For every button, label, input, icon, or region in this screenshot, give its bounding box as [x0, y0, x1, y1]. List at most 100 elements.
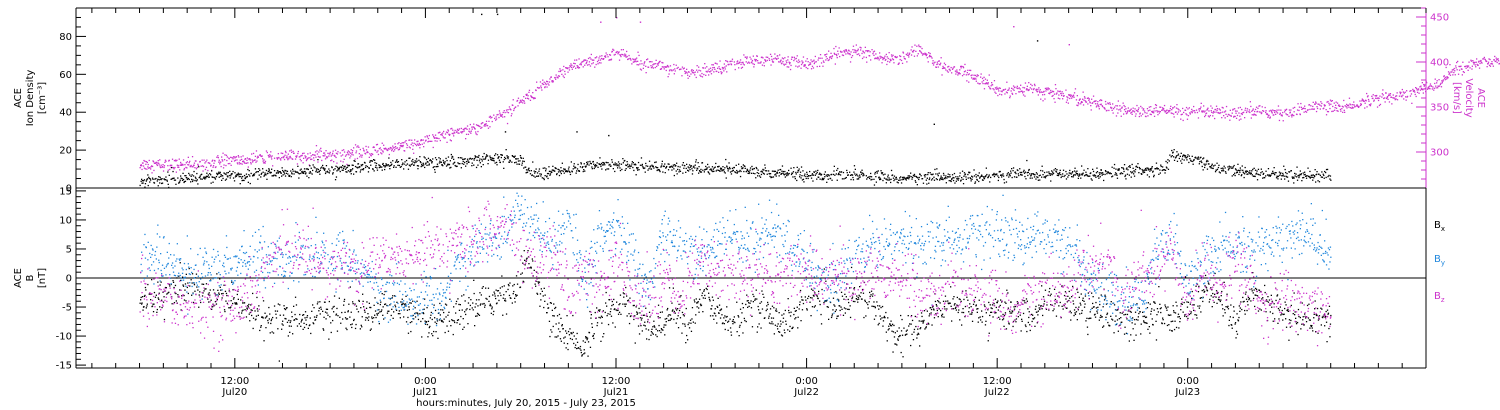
velocity-point: [1244, 107, 1247, 109]
ion-density-point: [508, 161, 511, 163]
velocity-point: [141, 168, 143, 171]
velocity-point: [365, 149, 368, 151]
bx-point: [191, 273, 194, 275]
ion-density-point: [307, 168, 309, 171]
velocity-point: [265, 150, 268, 152]
velocity-point: [523, 96, 525, 98]
velocity-point: [1416, 89, 1418, 91]
velocity-point: [1351, 107, 1353, 109]
velocity-point: [229, 162, 231, 165]
velocity-point: [231, 160, 233, 162]
ion-density-point: [535, 171, 537, 173]
ion-density-point: [237, 174, 239, 176]
velocity-point: [1478, 60, 1480, 62]
velocity-point: [796, 60, 798, 62]
velocity-outlier-point: [639, 21, 642, 23]
ion-density-point: [1234, 174, 1236, 177]
velocity-point: [1326, 110, 1329, 113]
velocity-point: [444, 137, 446, 139]
ion-density-point: [812, 180, 814, 182]
ion-density-point: [1293, 182, 1295, 184]
velocity-point: [145, 163, 147, 165]
ion-density-point: [669, 166, 672, 168]
velocity-point: [961, 65, 963, 67]
ion-density-point: [1130, 176, 1132, 178]
ion-density-point: [950, 180, 952, 182]
velocity-point: [448, 133, 450, 135]
velocity-point: [783, 64, 785, 66]
ion-density-point: [439, 160, 441, 162]
velocity-point: [947, 71, 949, 73]
velocity-point: [1068, 94, 1070, 97]
ion-density-point: [951, 174, 954, 176]
velocity-point: [197, 163, 199, 165]
ion-density-point: [577, 163, 579, 166]
velocity-point: [1270, 110, 1272, 112]
velocity-point: [1184, 109, 1187, 111]
ion-density-point: [384, 168, 386, 171]
ion-density-point: [146, 178, 148, 180]
velocity-point: [1207, 107, 1209, 109]
velocity-point: [841, 51, 843, 53]
velocity-point: [1097, 101, 1099, 103]
velocity-point: [946, 70, 948, 72]
velocity-point: [1075, 99, 1078, 101]
ion-density-point: [338, 169, 340, 171]
ion-density-point: [1281, 175, 1283, 177]
ion-density-point: [582, 170, 584, 173]
velocity-point: [872, 53, 874, 55]
velocity-point: [433, 135, 435, 138]
velocity-point: [810, 59, 812, 61]
ion-density-point: [263, 175, 265, 177]
ion-density-point: [204, 178, 206, 180]
velocity-point: [940, 62, 942, 64]
ion-density-point: [522, 157, 524, 159]
ion-density-point: [523, 167, 525, 169]
velocity-point: [1077, 102, 1079, 104]
ion-density-point: [1159, 172, 1161, 174]
velocity-point: [1017, 87, 1019, 90]
velocity-point: [1052, 90, 1054, 92]
ion-density-point: [906, 177, 908, 179]
ion-density-point: [647, 169, 649, 171]
ion-density-point: [542, 167, 544, 169]
ion-density-point: [422, 165, 424, 167]
ion-density-point: [252, 173, 255, 176]
velocity-point: [419, 147, 421, 149]
velocity-point: [757, 60, 759, 62]
velocity-point: [489, 115, 491, 117]
ion-density-point: [697, 168, 699, 170]
velocity-point: [290, 157, 292, 159]
velocity-point: [1353, 101, 1355, 103]
ion-density-point: [587, 161, 589, 163]
velocity-point: [567, 71, 569, 73]
ion-density-point: [442, 159, 444, 162]
ion-density-point: [145, 180, 147, 182]
ion-density-point: [1186, 159, 1188, 161]
ion-density-point: [967, 177, 969, 179]
ion-density-point: [784, 170, 786, 173]
velocity-point: [344, 155, 347, 157]
ion-density-point: [335, 165, 337, 167]
bx-point: [166, 293, 168, 295]
velocity-point: [937, 66, 939, 68]
velocity-point: [967, 74, 969, 76]
velocity-point: [1335, 101, 1337, 103]
velocity-point: [1396, 92, 1398, 94]
bx-point: [211, 308, 213, 310]
velocity-point: [1327, 111, 1330, 113]
ion-density-point: [784, 176, 786, 178]
ion-density-point: [493, 157, 495, 160]
velocity-point: [251, 159, 253, 161]
ion-density-point: [1211, 164, 1213, 167]
ion-density-point: [576, 168, 579, 170]
velocity-point: [451, 132, 453, 135]
ion-density-point: [224, 173, 226, 175]
ion-density-point: [1125, 178, 1127, 180]
ion-density-point: [1025, 178, 1027, 180]
velocity-point: [1369, 104, 1371, 106]
velocity-point: [753, 66, 755, 68]
ion-density-point: [353, 160, 355, 162]
ion-density-point: [563, 168, 565, 170]
ion-density-point: [1074, 167, 1076, 169]
